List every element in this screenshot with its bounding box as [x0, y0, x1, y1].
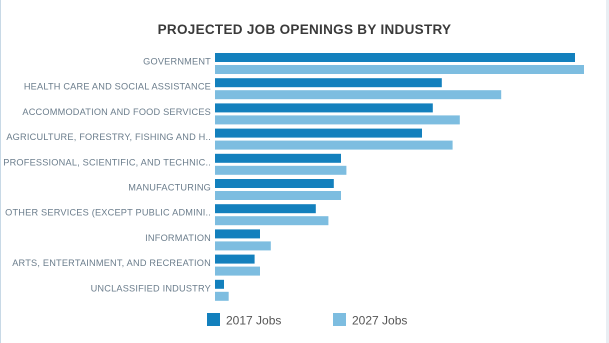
- legend-label: 2017 Jobs: [226, 314, 281, 328]
- category-label: PROFESSIONAL, SCIENTIFIC, AND TECHNIC..: [3, 157, 211, 167]
- bar-series-1[interactable]: [215, 279, 224, 289]
- bar-series-1[interactable]: [215, 179, 334, 188]
- bar-series-2[interactable]: [215, 241, 271, 251]
- bar-series-1[interactable]: [215, 78, 442, 88]
- bar-series-2[interactable]: [215, 115, 460, 125]
- category-label: AGRICULTURE, FORESTRY, FISHING AND H..: [6, 132, 211, 142]
- bar-series-2[interactable]: [215, 65, 584, 74]
- bar-series-2[interactable]: [215, 191, 341, 200]
- bar-series-2[interactable]: [215, 216, 329, 226]
- bar-series-1[interactable]: [215, 53, 575, 62]
- category-label: UNCLASSIFIED INDUSTRY: [91, 283, 211, 293]
- bar-series-2[interactable]: [215, 291, 229, 301]
- bar-series-1[interactable]: [215, 254, 255, 264]
- bar-series-1[interactable]: [215, 128, 422, 138]
- frame-left-edge: [0, 0, 1, 343]
- category-label: MANUFACTURING: [128, 183, 211, 193]
- category-label: INFORMATION: [145, 233, 211, 243]
- category-label: ARTS, ENTERTAINMENT, AND RECREATION: [12, 258, 211, 268]
- legend-swatch: [333, 313, 346, 326]
- category-label: HEALTH CARE AND SOCIAL ASSISTANCE: [24, 82, 211, 92]
- category-label: OTHER SERVICES (EXCEPT PUBLIC ADMINI..: [5, 208, 211, 218]
- legend-swatch: [207, 313, 220, 326]
- bar-series-2[interactable]: [215, 90, 502, 100]
- frame-right-edge: [606, 0, 609, 343]
- bar-series-2[interactable]: [215, 266, 260, 276]
- category-label: ACCOMMODATION AND FOOD SERVICES: [22, 107, 211, 117]
- bar-series-1[interactable]: [215, 204, 316, 214]
- bar-series-1[interactable]: [215, 229, 260, 239]
- category-label: GOVERNMENT: [143, 57, 211, 67]
- bar-series-1[interactable]: [215, 153, 341, 163]
- bar-series-2[interactable]: [215, 140, 453, 150]
- bar-series-2[interactable]: [215, 165, 347, 175]
- bar-series-1[interactable]: [215, 103, 433, 113]
- legend-label: 2027 Jobs: [352, 314, 407, 328]
- chart-title: PROJECTED JOB OPENINGS BY INDUSTRY: [157, 22, 452, 37]
